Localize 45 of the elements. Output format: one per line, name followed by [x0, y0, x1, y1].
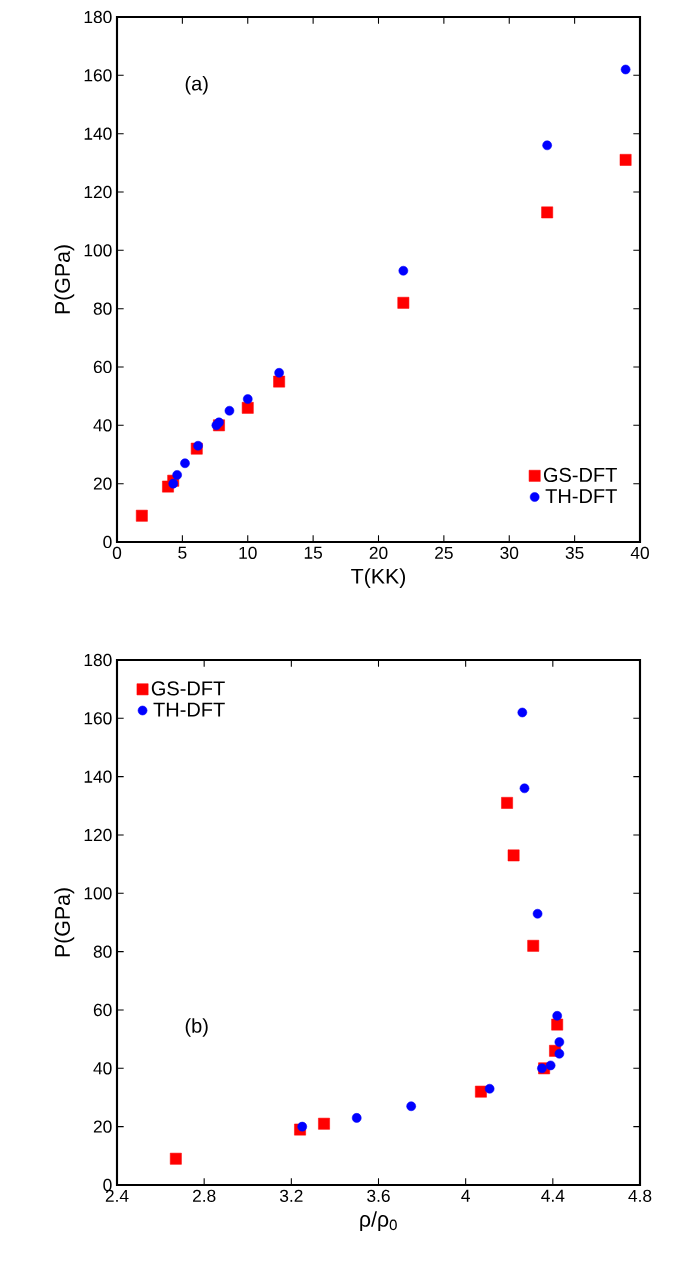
annotation: (b): [185, 1018, 208, 1037]
legend-label: GS-DFT: [543, 467, 617, 482]
legend-label: GS-DFT: [151, 681, 225, 696]
y-axis-title: P(GPa): [54, 245, 75, 314]
x-axis-title: ρ/ρ$_{0}$: [360, 1211, 397, 1232]
y-tick-label: 120: [84, 185, 112, 199]
x-tick-label: 4: [461, 1189, 470, 1202]
y-tick-label: 0: [103, 1178, 112, 1192]
x-axis-title: T(KK): [351, 568, 406, 588]
x-tick-label: 0: [112, 546, 122, 559]
x-tick-label: 2.8: [193, 1189, 216, 1202]
x-tick-label: 3.6: [367, 1189, 390, 1202]
legend-label: TH-DFT: [153, 702, 225, 717]
x-tick-label: 4.8: [628, 1189, 652, 1202]
y-tick-label: 180: [84, 653, 112, 667]
y-tick-label: 20: [93, 477, 112, 490]
y-tick-label: 100: [84, 887, 112, 900]
y-tick-label: 60: [93, 360, 112, 374]
y-tick-label: 40: [93, 419, 112, 432]
y-tick-label: 20: [93, 1120, 112, 1133]
legend-label: TH-DFT: [545, 489, 617, 503]
y-tick-label: 180: [84, 10, 112, 24]
x-tick-label: 25: [435, 546, 453, 559]
x-tick-label: 5: [178, 546, 187, 559]
y-axis-title: P(GPa): [54, 888, 75, 957]
y-tick-label: 120: [84, 828, 112, 842]
x-tick-label: 3.2: [279, 1189, 303, 1202]
x-tick-label: 15: [304, 546, 323, 559]
y-tick-label: 100: [84, 244, 112, 257]
y-tick-label: 40: [93, 1062, 112, 1075]
y-tick-label: 160: [84, 712, 112, 725]
y-tick-label: 0: [103, 535, 112, 549]
y-tick-label: 160: [84, 69, 112, 82]
y-tick-label: 80: [93, 302, 112, 315]
x-tick-label: 20: [369, 546, 388, 559]
x-tick-label: 40: [630, 546, 649, 559]
y-tick-label: 80: [93, 945, 112, 958]
y-tick-label: 60: [93, 1003, 112, 1017]
annotation: (a): [185, 75, 208, 95]
x-tick-label: 30: [500, 546, 519, 559]
x-tick-label: 4.4: [541, 1189, 565, 1202]
y-tick-label: 140: [84, 770, 112, 783]
y-tick-label: 140: [84, 127, 112, 140]
x-tick-label: 10: [239, 546, 257, 559]
x-tick-label: 35: [565, 546, 584, 559]
